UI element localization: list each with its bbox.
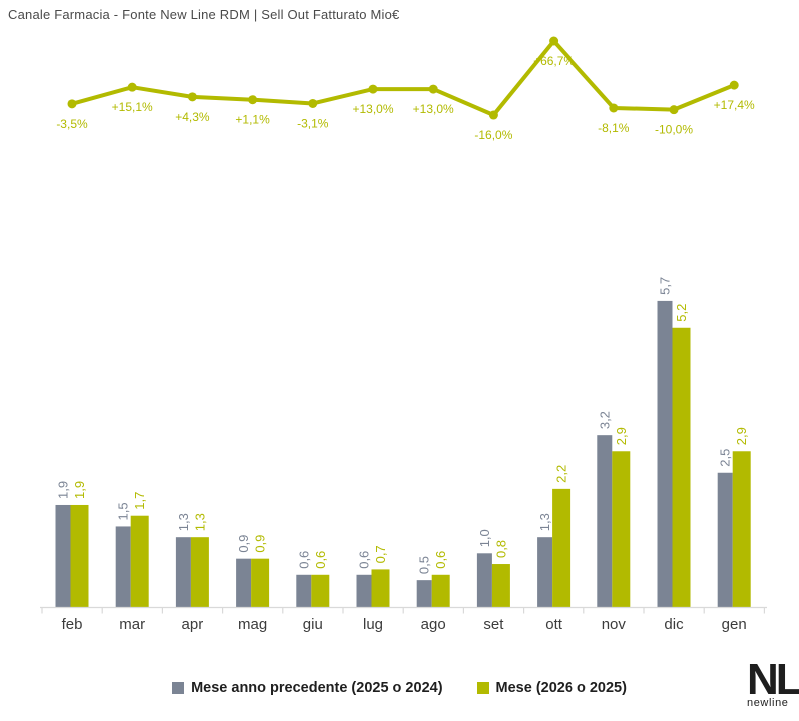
bar-previous-year (717, 472, 733, 607)
bar-previous-year (236, 558, 252, 607)
bar-current-year (431, 574, 450, 607)
month-axis-label: nov (602, 616, 627, 633)
bar-value-label-current: 0,9 (253, 535, 268, 553)
bar-value-label-previous: 1,9 (56, 481, 71, 499)
bar-previous-year (476, 553, 492, 607)
line-point-marker (248, 95, 258, 105)
chart-title: Canale Farmacia - Fonte New Line RDM | S… (8, 7, 400, 22)
bar-value-label-current: 5,2 (674, 304, 689, 322)
line-point-label: +15,1% (112, 100, 153, 114)
bar-value-label-current: 1,9 (72, 481, 87, 499)
bar-current-year (70, 504, 89, 607)
bar-previous-year (55, 504, 71, 607)
bar-value-label-current: 1,7 (132, 492, 147, 510)
month-axis-label: feb (62, 616, 83, 633)
legend-item-current-year: Mese (2026 o 2025) (476, 680, 627, 696)
line-point-label: +17,4% (714, 98, 755, 112)
bar-value-label-previous: 0,6 (357, 551, 372, 569)
bar-current-year (251, 558, 270, 607)
line-point-label: -16,0% (474, 128, 512, 142)
line-point-marker (308, 98, 318, 108)
bar-value-label-current: 2,9 (734, 427, 749, 445)
legend-swatch-gray (172, 682, 185, 694)
bar-current-year (311, 574, 330, 607)
line-point-label: +13,0% (352, 102, 393, 116)
bar-value-label-current: 0,6 (433, 551, 448, 569)
month-axis-label: ago (421, 616, 446, 633)
bar-value-label-previous: 5,7 (658, 277, 673, 295)
line-point-label: +13,0% (413, 102, 454, 116)
chart-legend: Mese anno precedente (2025 o 2024) Mese … (0, 680, 799, 696)
bar-current-year (732, 451, 751, 607)
month-axis-label: giu (303, 616, 323, 633)
newline-logo-subtext: newline (747, 697, 789, 710)
bar-value-label-current: 1,3 (192, 513, 207, 531)
bar-value-label-previous: 3,2 (597, 411, 612, 429)
bar-previous-year (356, 574, 372, 607)
bar-previous-year (175, 537, 191, 607)
line-point-label: -3,1% (297, 116, 329, 130)
bar-value-label-current: 0,7 (373, 545, 388, 563)
bar-previous-year (537, 537, 553, 607)
percent-change-line (70, 39, 737, 118)
legend-swatch-olive (476, 682, 489, 694)
bar-value-label-previous: 1,3 (537, 513, 552, 531)
bar-value-label-previous: 1,0 (477, 529, 492, 547)
line-point-marker (488, 110, 498, 120)
line-point-label: -8,1% (598, 121, 630, 135)
bar-value-label-previous: 0,6 (296, 551, 311, 569)
line-point-marker (549, 36, 559, 46)
line-point-label: -10,0% (655, 123, 693, 137)
bar-previous-year (115, 526, 131, 607)
month-axis-label: mag (238, 616, 267, 633)
line-point-label: +66,7% (533, 54, 574, 68)
bar-previous-year (296, 574, 312, 607)
line-point-marker (127, 82, 137, 92)
month-axis-label: set (483, 616, 504, 633)
month-axis-label: mar (119, 616, 145, 633)
newline-logo: NL newline (747, 657, 799, 710)
month-axis-label: lug (363, 616, 383, 633)
month-axis-label: dic (664, 616, 684, 633)
legend-item-previous-year: Mese anno precedente (2025 o 2024) (172, 680, 443, 696)
bar-value-label-previous: 0,5 (417, 556, 432, 574)
line-point-marker (368, 84, 378, 94)
line-point-marker (609, 103, 619, 113)
bar-current-year (552, 488, 571, 607)
month-axis-label: gen (722, 616, 747, 633)
legend-label: Mese anno precedente (2025 o 2024) (191, 680, 443, 696)
bar-current-year (190, 537, 209, 607)
bar-previous-year (416, 580, 432, 607)
line-point-marker (669, 105, 679, 115)
bar-current-year (612, 451, 631, 607)
line-point-label: +1,1% (235, 113, 270, 127)
bar-value-label-current: 2,9 (614, 427, 629, 445)
month-axis-label: apr (182, 616, 204, 633)
bar-value-label-previous: 2,5 (718, 449, 733, 467)
month-axis-label: ott (545, 616, 563, 633)
bar-value-label-previous: 1,3 (176, 513, 191, 531)
line-point-label: +4,3% (175, 110, 210, 124)
line-point-marker (428, 84, 438, 94)
bar-value-label-previous: 1,5 (116, 502, 131, 520)
bar-current-year (491, 564, 510, 607)
bar-value-label-current: 0,8 (493, 540, 508, 558)
line-point-marker (729, 80, 739, 90)
bar-value-label-current: 2,2 (554, 465, 569, 483)
newline-logo-wordmark: NL (747, 655, 799, 704)
bar-current-year (371, 569, 390, 607)
bar-previous-year (657, 300, 673, 607)
bar-value-label-current: 0,6 (313, 551, 328, 569)
newline-logo-nl-text: NL (747, 655, 799, 704)
line-point-marker (67, 99, 77, 109)
bar-current-year (672, 327, 691, 607)
line-point-label: -3,5% (56, 117, 88, 131)
line-point-marker (187, 92, 197, 102)
bar-current-year (130, 515, 149, 607)
bar-value-label-previous: 0,9 (236, 535, 251, 553)
legend-label: Mese (2026 o 2025) (495, 680, 627, 696)
bar-previous-year (597, 435, 613, 607)
